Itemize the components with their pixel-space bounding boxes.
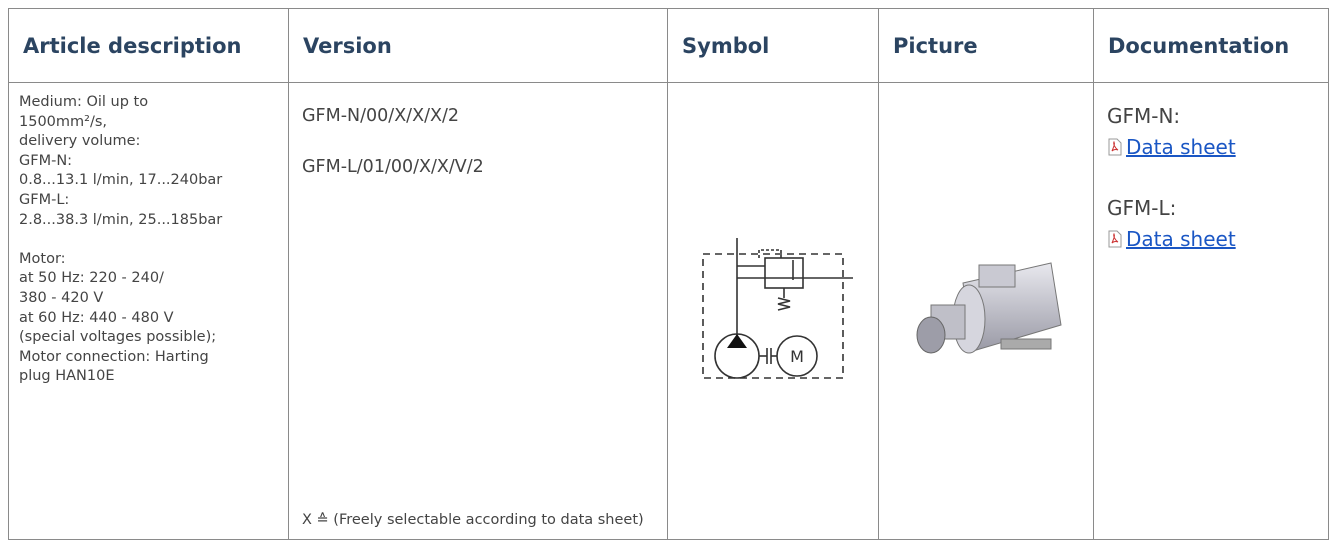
picture-cell — [878, 82, 1094, 540]
column-header: Article description — [8, 8, 289, 83]
description-line: (special voltages possible); — [19, 329, 217, 346]
datasheet-link[interactable]: Data sheet — [1107, 223, 1236, 255]
description-line: at 60 Hz: 440 - 480 V — [19, 309, 174, 326]
description-line: Medium: Oil up to — [19, 94, 149, 110]
column-header: Version — [288, 8, 668, 83]
description-line: 380 - 420 V — [19, 289, 104, 306]
svg-text:M: M — [790, 347, 804, 366]
product-table: Article description Version Symbol Picture D… — [8, 8, 1329, 540]
description-line: GFM-L: — [19, 191, 70, 208]
hydraulic-symbol: M — [702, 238, 853, 379]
pdf-icon — [1108, 138, 1122, 156]
description-line: Motor connection: Harting — [19, 348, 209, 365]
datasheet-link[interactable]: Data sheet — [1107, 131, 1236, 163]
description-line: plug HAN10E — [19, 368, 115, 385]
description-cell: Medium: Oil up to 1500mm²/s, delivery volu… — [8, 82, 289, 540]
description-line: Motor: — [19, 250, 66, 267]
column-header: Picture — [878, 8, 1094, 83]
pdf-icon — [1108, 230, 1122, 248]
symbol-cell: M — [667, 82, 879, 540]
documentation-cell: GFM-N: Data sheet GFM-L: Data sheet — [1093, 82, 1329, 540]
product-row: Medium: Oil up to 1500mm²/s, delivery volu… — [8, 82, 1329, 540]
version-code: GFM-N/00/X/X/X/2 — [302, 106, 459, 126]
version-cell: GFM-N/00/X/X/X/2 GFM-L/01/00/X/X/V/2 X ≙ (… — [288, 82, 668, 540]
datasheet-link-text: Data sheet — [1126, 135, 1236, 159]
description-line: GFM-N: — [19, 152, 73, 169]
column-header: Documentation — [1093, 8, 1329, 83]
version-note: X ≙ (Freely selectable according to data… — [302, 512, 644, 528]
description-line: 2.8...38.3 l/min, 25...185bar — [19, 211, 223, 228]
documentation-group: GFM-L: Data sheet — [1107, 193, 1328, 255]
product-picture — [916, 262, 1062, 354]
documentation-label: GFM-L: — [1107, 196, 1177, 220]
datasheet-link-text: Data sheet — [1126, 227, 1236, 251]
description-paragraph: Motor: at 50 Hz: 220 - 240/380 - 420 V at … — [19, 250, 288, 387]
column-header: Symbol — [667, 8, 879, 83]
description-line: delivery volume: — [19, 133, 141, 150]
version-code: GFM-L/01/00/X/X/V/2 — [302, 157, 484, 177]
description-line: 1500mm²/s, — [19, 113, 108, 130]
header-row: Article description Version Symbol Picture D… — [8, 8, 1329, 83]
description-paragraph: Medium: Oil up to 1500mm²/s, delivery volu… — [19, 93, 288, 230]
documentation-label: GFM-N: — [1107, 104, 1181, 128]
description-line: 0.8...13.1 l/min, 17...240bar — [19, 172, 223, 189]
description-line: at 50 Hz: 220 - 240/ — [19, 270, 164, 287]
documentation-group: GFM-N: Data sheet — [1107, 101, 1328, 163]
